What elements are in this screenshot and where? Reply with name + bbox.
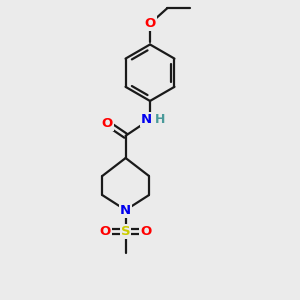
Text: O: O xyxy=(102,117,113,130)
Text: S: S xyxy=(121,225,130,238)
Text: O: O xyxy=(140,225,152,238)
Text: N: N xyxy=(141,113,152,126)
Text: N: N xyxy=(120,203,131,217)
Text: O: O xyxy=(144,17,156,30)
Text: O: O xyxy=(100,225,111,238)
Text: H: H xyxy=(155,113,166,126)
